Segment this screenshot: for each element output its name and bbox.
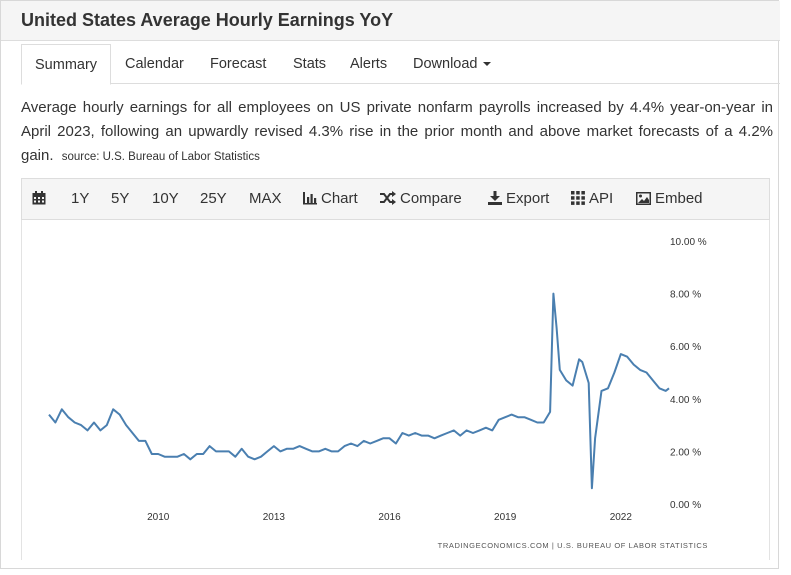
tab-label: Summary [35,57,98,73]
bar-chart-icon [303,192,317,205]
shuffle-icon [380,191,396,205]
range-max-button[interactable]: MAX [249,190,282,207]
grid-icon [571,191,585,205]
export-label: Export [506,190,550,207]
tab-stats[interactable]: Stats [293,44,326,84]
tab-label: Calendar [125,56,184,72]
widget-frame: United States Average Hourly Earnings Yo… [0,0,780,569]
y-tick-label: 2.00 % [670,447,701,458]
embed-label: Embed [655,190,703,207]
title-bar: United States Average Hourly Earnings Yo… [1,1,780,41]
chart-credit: TRADINGECONOMICS.COM | U.S. BUREAU OF LA… [438,541,708,550]
line-chart: 10.00 % 8.00 % 6.00 % 4.00 % 2.00 % 0.00 % 20… [48,237,708,550]
tab-label: Download [413,56,478,72]
range-1y-button[interactable]: 1Y [71,190,90,207]
tab-label: Stats [293,56,327,72]
tab-forecast[interactable]: Forecast [210,44,266,84]
api-label: API [589,190,614,207]
y-tick-label: 8.00 % [670,290,701,301]
image-icon [636,192,651,205]
description-text: Average hourly earnings for all employee… [21,99,773,164]
series-line [48,292,670,490]
tab-alerts[interactable]: Alerts [350,44,387,84]
y-tick-label: 6.00 % [670,342,701,353]
y-tick-label: 10.00 % [670,237,707,248]
x-tick-label: 2019 [494,512,517,523]
range-25y-button[interactable]: 25Y [200,190,227,207]
download-icon [488,191,502,205]
export-button[interactable]: Export [488,179,549,219]
calendar-glyph [32,191,46,205]
x-tick-label: 2010 [147,512,170,523]
chart-area: 10.00 % 8.00 % 6.00 % 4.00 % 2.00 % 0.00 % 20… [21,220,770,560]
y-tick-label: 4.00 % [670,395,701,406]
tab-summary[interactable]: Summary [21,44,112,85]
range-5y-button[interactable]: 5Y [111,190,130,207]
description: Average hourly earnings for all employee… [21,96,773,169]
chart-button[interactable]: Chart [303,179,358,219]
tab-download[interactable]: Download [413,44,491,84]
embed-button[interactable]: Embed [636,179,703,219]
x-tick-label: 2022 [610,512,633,523]
y-tick-label: 0.00 % [670,500,701,511]
api-button[interactable]: API [571,179,613,219]
tab-label: Alerts [350,56,388,72]
tab-label: Forecast [210,56,267,72]
page-title: United States Average Hourly Earnings Yo… [21,10,394,30]
calendar-icon[interactable] [32,179,50,219]
x-tick-label: 2016 [378,512,401,523]
chart-label: Chart [321,190,358,207]
caret-down-icon [482,62,491,67]
x-tick-label: 2013 [263,512,286,523]
range-10y-button[interactable]: 10Y [152,190,179,207]
source-note: source: U.S. Bureau of Labor Statistics [61,151,260,163]
chart-toolbar: 1Y 5Y 10Y 25Y MAX Chart Compare Export [21,178,770,220]
tab-calendar[interactable]: Calendar [125,44,184,84]
compare-label: Compare [400,190,462,207]
compare-button[interactable]: Compare [380,179,462,219]
tab-bar: Summary Calendar Forecast Stats Alerts D… [21,44,780,85]
